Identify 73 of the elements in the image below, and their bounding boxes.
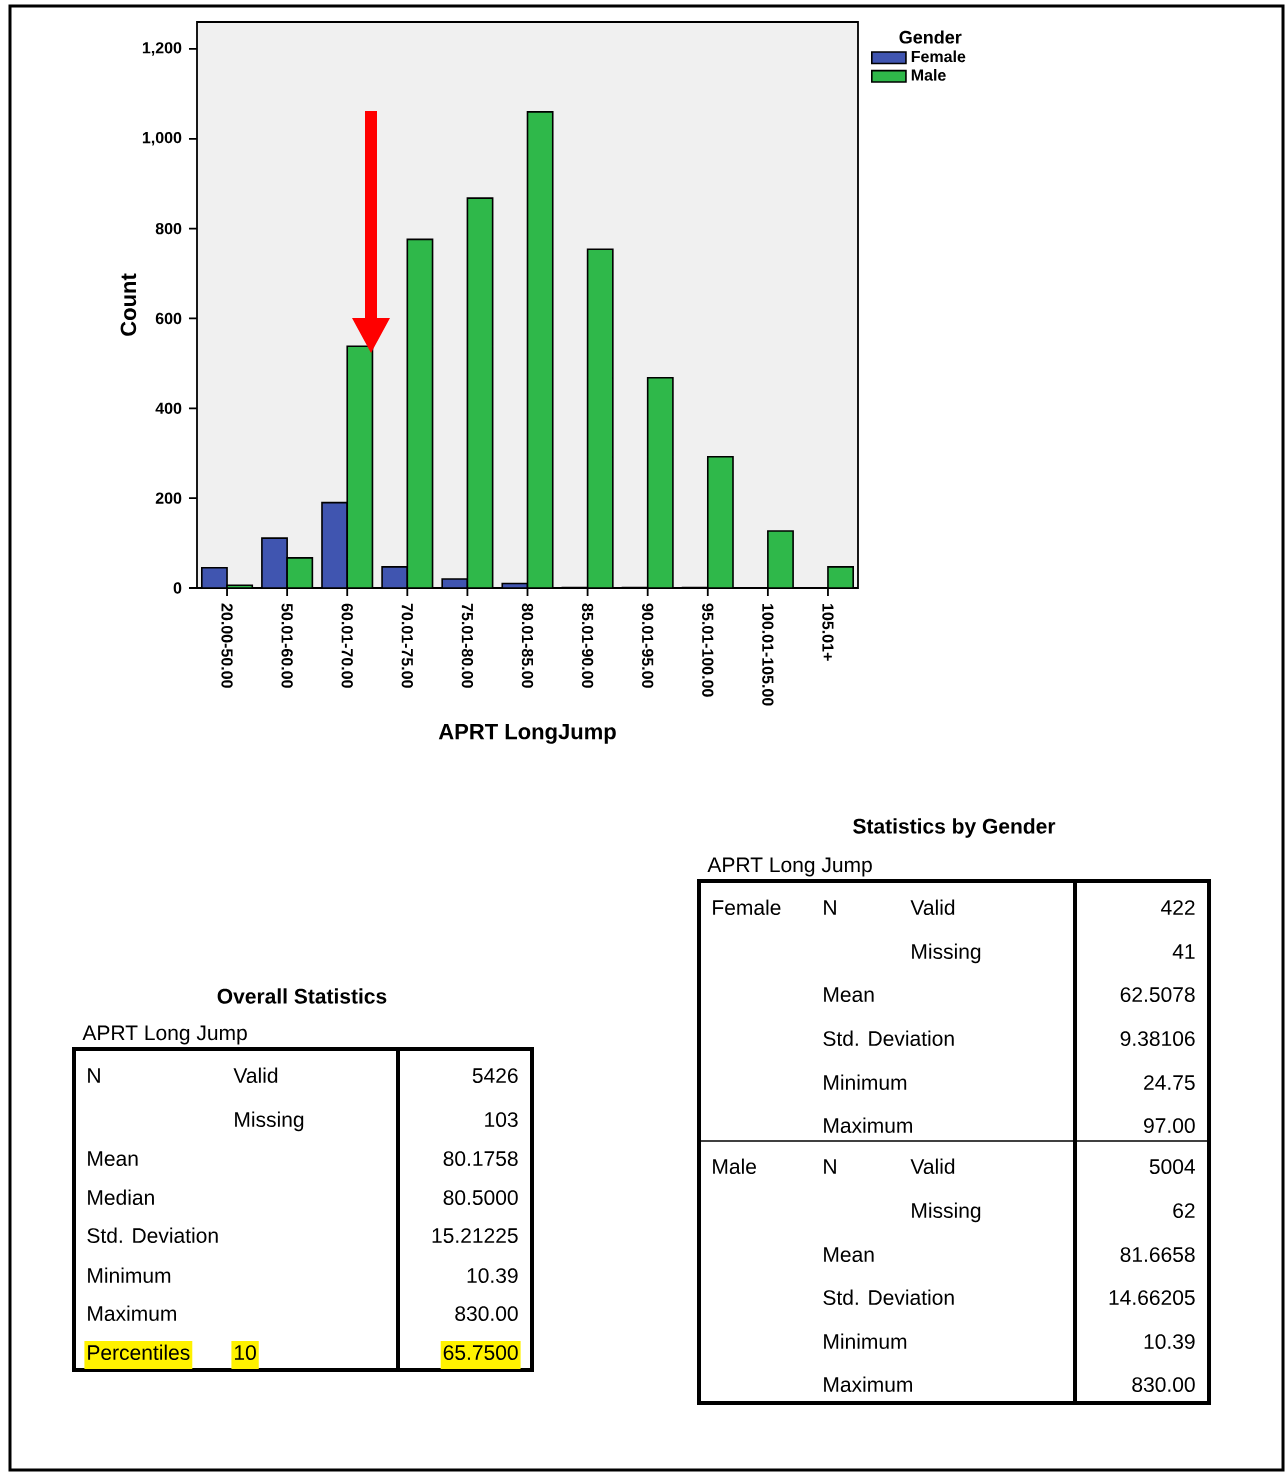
text: Maximum	[824, 1376, 912, 1393]
text: 422	[1161, 900, 1195, 915]
text: Minimum	[88, 1267, 171, 1284]
text: 14.66205	[1109, 1290, 1195, 1306]
y-tick-label: 200	[155, 492, 182, 504]
y-tick-label: 1,000	[142, 131, 182, 146]
text: Maximum	[824, 1117, 912, 1134]
text: Missing	[235, 1111, 304, 1132]
text: Mean	[88, 1151, 138, 1167]
text: 10.39	[467, 1268, 518, 1284]
text: 15.21225	[432, 1228, 518, 1244]
text: Maximum	[88, 1305, 176, 1322]
y-tick-label: 400	[155, 402, 182, 414]
text: 24.75	[1144, 1075, 1195, 1091]
text: 830.00	[455, 1306, 518, 1322]
text: 41	[1172, 944, 1195, 959]
x-tick-label: 95.01-100.00	[702, 603, 714, 697]
text: Valid	[910, 1158, 955, 1175]
text: Std. Deviation	[823, 1030, 954, 1047]
text: Mean	[824, 987, 874, 1003]
text: APRT Long Jump	[707, 857, 872, 877]
text: 80.5000	[443, 1190, 518, 1206]
text: Std. Deviation	[823, 1289, 954, 1306]
text: 103	[485, 1112, 518, 1128]
text: Female	[713, 899, 781, 916]
text: 62.5078	[1120, 987, 1195, 1003]
text: Valid	[910, 899, 955, 916]
x-tick-label: 90.01-95.00	[642, 603, 654, 688]
text: Overall Statistics	[217, 988, 387, 1004]
y-tick-label: 0	[173, 582, 182, 594]
x-tick-label: 80.01-85.00	[521, 603, 534, 688]
text: Male	[713, 1158, 756, 1175]
text: APRT Long Jump	[82, 1025, 247, 1045]
x-tick-label: 105.01+	[822, 604, 834, 661]
text: N	[88, 1068, 100, 1083]
text: Std. Deviation	[87, 1227, 218, 1244]
legend-title: Gender	[899, 30, 962, 44]
x-tick-label: 100.01-105.00	[762, 604, 774, 706]
text: Minimum	[824, 1074, 907, 1091]
text: 5426	[472, 1068, 518, 1084]
text: 10.39	[1144, 1334, 1195, 1350]
x-tick-label: 70.01-75.00	[401, 603, 413, 688]
y-tick-label: 800	[155, 222, 182, 235]
text: Mean	[824, 1247, 874, 1263]
text: 80.1758	[443, 1151, 518, 1167]
text: Missing	[912, 943, 981, 964]
text: N	[824, 900, 836, 915]
text: Minimum	[824, 1333, 907, 1350]
y-tick-label: 600	[155, 312, 182, 325]
x-tick-label: 85.01-90.00	[581, 603, 594, 688]
x-tick-label: 20.00-50.00	[221, 603, 233, 688]
text: Missing	[912, 1202, 981, 1223]
text: 830.00	[1132, 1377, 1195, 1393]
text: N	[824, 1159, 836, 1174]
text: 10	[235, 1345, 256, 1361]
text: 62	[1173, 1203, 1195, 1219]
x-tick-label: 50.01-60.00	[281, 603, 293, 688]
legend-label: Female	[911, 50, 966, 63]
text: 65.7500	[443, 1345, 518, 1361]
text: Median	[88, 1189, 154, 1206]
text: Percentiles	[88, 1344, 190, 1361]
legend-label: Male	[911, 69, 946, 81]
y-tick-label: 1,200	[142, 42, 182, 56]
text: Statistics by Gender	[853, 818, 1056, 838]
text: 5004	[1149, 1159, 1195, 1175]
x-axis-title: APRT LongJump	[438, 724, 616, 744]
text: Valid	[233, 1067, 278, 1084]
text: 97.00	[1144, 1118, 1195, 1134]
y-axis-title: Count	[120, 273, 137, 336]
text: 9.38106	[1120, 1031, 1195, 1047]
x-tick-label: 75.01-80.00	[461, 603, 474, 688]
text: 81.6658	[1120, 1247, 1195, 1263]
x-tick-label: 60.01-70.00	[341, 603, 353, 688]
